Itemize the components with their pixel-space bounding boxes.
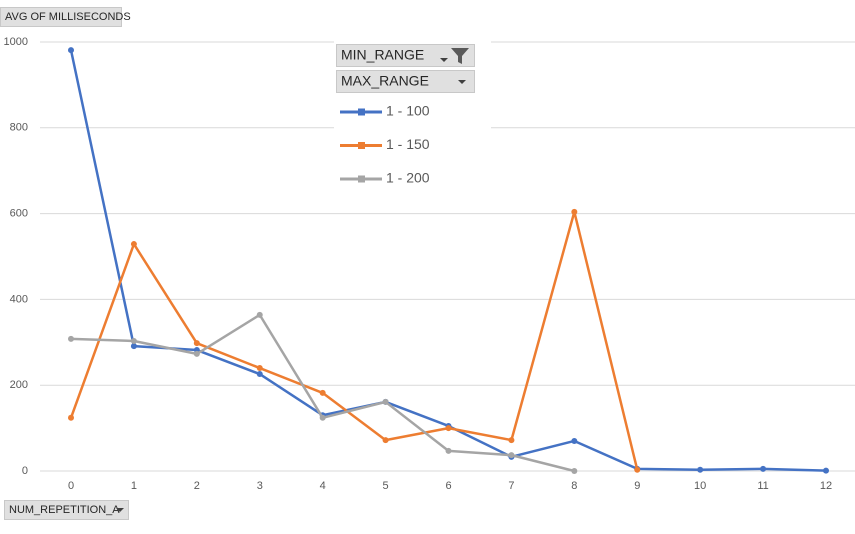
y-tick-label: 600: [10, 208, 28, 220]
y-tick-label: 400: [10, 293, 28, 305]
data-point: [68, 47, 74, 54]
x-label: NUM_REPETITION_A: [9, 504, 120, 516]
series-line: [69, 210, 639, 471]
data-point: [571, 468, 578, 474]
dropdown-arrow: [440, 58, 448, 62]
data-point: [823, 467, 829, 474]
data-point: [634, 466, 641, 473]
x-tick-label: 1: [131, 480, 137, 492]
data-point: [571, 437, 578, 444]
x-tick-label: 10: [694, 480, 706, 492]
legend-marker: [358, 175, 365, 183]
x-tick-label: 0: [68, 480, 74, 492]
data-point: [445, 425, 452, 432]
legend-marker: [358, 108, 365, 116]
legend: 1 - 100 1 - 150 1 - 200: [340, 103, 430, 186]
data-point: [319, 414, 326, 421]
legend-label: 1 - 150: [386, 136, 430, 152]
legend-field-label: MAX_RANGE: [341, 73, 429, 89]
data-point: [382, 398, 389, 405]
data-point: [256, 365, 263, 372]
y-tick-label: 800: [10, 122, 28, 134]
data-point: [760, 465, 767, 472]
x-tick-label: 7: [508, 480, 514, 492]
y-tick-label: 0: [22, 465, 28, 477]
x-tick-label: 12: [820, 480, 832, 492]
data-point: [256, 371, 263, 378]
filter-button[interactable]: MIN_RANGE: [336, 44, 475, 67]
x-tick-label: 8: [571, 480, 577, 492]
data-point: [571, 208, 578, 215]
y-tick-label: 1000: [4, 36, 28, 48]
data-point: [508, 437, 515, 444]
dropdown-arrow: [116, 508, 124, 512]
data-point: [130, 338, 137, 345]
filter-label: MIN_RANGE: [341, 47, 424, 63]
axis-field-button[interactable]: NUM_REPETITION_A: [4, 500, 129, 520]
legend-label: 1 - 200: [386, 170, 430, 186]
data-point: [256, 311, 263, 318]
x-tick-label: 11: [757, 480, 768, 492]
dropdown-arrow: [458, 80, 466, 84]
data-point: [193, 340, 200, 347]
x-tick-label: 9: [634, 480, 640, 492]
legend-marker: [358, 142, 365, 149]
data-point: [697, 466, 704, 473]
legend-label: 1 - 100: [386, 103, 430, 119]
data-point: [319, 389, 326, 396]
legend-field-button[interactable]: MAX_RANGE: [336, 70, 475, 93]
button-bg: [0, 7, 122, 27]
data-point: [382, 437, 389, 444]
y-tick-label: 200: [10, 379, 28, 391]
data-point: [130, 343, 137, 350]
data-point: [130, 241, 137, 248]
y-label: AVG OF MILLISECONDS: [5, 11, 131, 23]
data-point: [68, 414, 74, 421]
x-tick-label: 6: [445, 480, 451, 492]
x-tick-label: 3: [257, 480, 263, 492]
data-point: [68, 335, 74, 342]
button-bg: [336, 70, 475, 93]
value-field-button[interactable]: AVG OF MILLISECONDS: [0, 7, 131, 27]
x-tick-label: 5: [383, 480, 389, 492]
data-point: [508, 452, 515, 459]
x-tick-label: 4: [320, 480, 326, 492]
filter-icon: [451, 48, 469, 64]
x-tick-label: 2: [194, 480, 200, 492]
data-point: [445, 447, 452, 454]
button-bg: [336, 44, 475, 67]
button-bg: [4, 500, 129, 520]
data-point: [193, 350, 200, 357]
